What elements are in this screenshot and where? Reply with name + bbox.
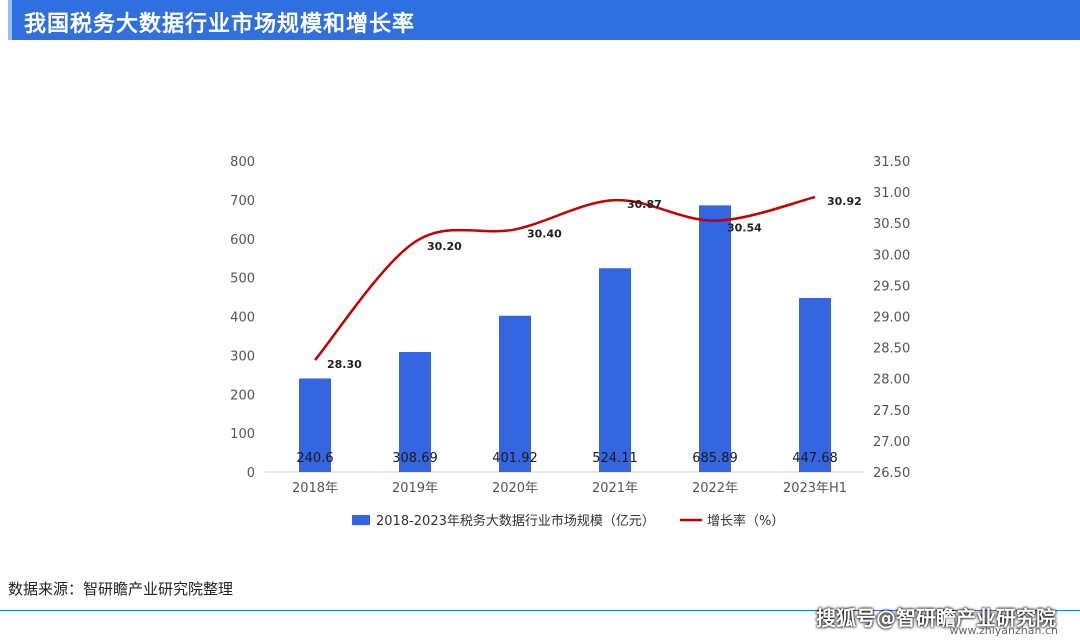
page-title: 我国税务大数据行业市场规模和增长率 (24, 12, 416, 37)
line-value-label: 28.30 (327, 358, 362, 371)
bar-value-label: 401.92 (492, 451, 538, 466)
y-tick-label: 0 (247, 466, 255, 481)
growth-rate-line (314, 195, 816, 361)
legend-line-label: 增长率（%） (707, 513, 784, 529)
y-tick-label: 500 (230, 272, 255, 287)
y-tick-label: 800 (230, 155, 255, 170)
x-tick-label: 2022年 (692, 481, 738, 496)
y2-tick-label: 28.00 (873, 373, 910, 388)
combo-chart: 0 100 200 300 400 500 600 700 800 26.50 27.00 27.50… (230, 155, 910, 529)
bar (599, 268, 631, 472)
y-tick-label: 300 (230, 349, 255, 364)
y2-tick-label: 31.50 (873, 155, 910, 170)
y2-tick-label: 30.00 (873, 248, 910, 263)
x-tick-label: 2023年H1 (783, 481, 847, 496)
bar-value-label: 240.6 (296, 451, 333, 466)
legend-bar-label: 2018-2023年税务大数据行业市场规模（亿元） (376, 513, 655, 529)
y2-tick-label: 29.00 (873, 311, 910, 326)
y2-tick-label: 31.00 (873, 186, 910, 201)
data-source: 数据来源：智研瞻产业研究院整理 (8, 580, 234, 598)
bar-value-label: 308.69 (392, 451, 438, 466)
bar (399, 351, 431, 472)
bar (699, 205, 731, 472)
y2-tick-label: 27.50 (873, 404, 910, 419)
bar-value-label: 685.89 (692, 451, 738, 466)
bottom-rule (0, 610, 1080, 611)
header-accent-stripe (8, 0, 12, 40)
y2-tick-label: 30.50 (873, 217, 910, 232)
watermark-credit: 搜狐号@智研瞻产业研究院 (816, 606, 1056, 630)
bar (499, 315, 531, 472)
y-tick-label: 600 (230, 233, 255, 248)
bar (299, 378, 331, 472)
line-value-label: 30.87 (627, 198, 662, 211)
y-tick-label: 400 (230, 311, 255, 326)
header-accent (0, 0, 8, 40)
y2-tick-label: 28.50 (873, 342, 910, 357)
header-bar: 我国税务大数据行业市场规模和增长率 (0, 0, 1080, 40)
watermark-domain: www.zhiyanzhan.cn (949, 624, 1058, 637)
x-tick-label: 2021年 (592, 481, 638, 496)
y2-tick-label: 27.00 (873, 435, 910, 450)
y-tick-label: 200 (230, 388, 255, 403)
y2-tick-label: 29.50 (873, 279, 910, 294)
y2-tick-label: 26.50 (873, 466, 910, 481)
legend-bar-swatch (352, 515, 370, 525)
y-tick-label: 700 (230, 194, 255, 209)
line-value-label: 30.92 (827, 195, 862, 208)
line-value-label: 30.54 (727, 222, 762, 235)
bar-value-label: 447.68 (792, 451, 838, 466)
bar-value-label: 524.11 (592, 451, 638, 466)
line-value-label: 30.40 (527, 227, 562, 240)
x-tick-label: 2018年 (292, 481, 338, 496)
y-tick-label: 100 (230, 427, 255, 442)
line-value-label: 30.20 (427, 240, 462, 253)
bar (799, 297, 831, 472)
x-tick-label: 2020年 (492, 481, 538, 496)
x-tick-label: 2019年 (392, 481, 438, 496)
